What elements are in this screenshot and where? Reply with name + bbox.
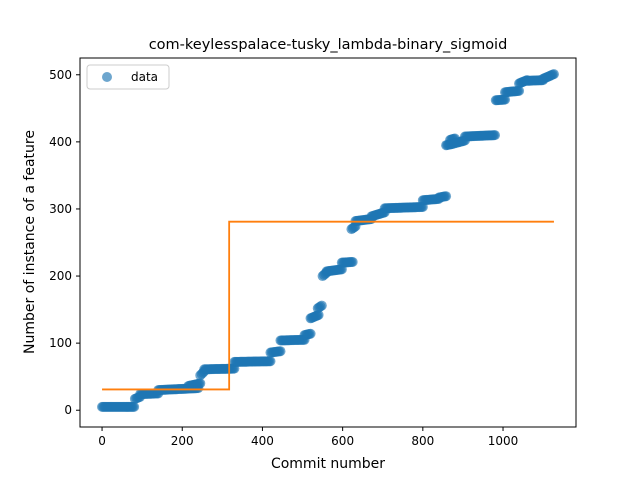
data-point: [441, 191, 452, 202]
data-point: [129, 401, 140, 412]
legend-box: [86, 64, 170, 90]
data-point: [305, 328, 316, 339]
data-point: [316, 300, 327, 311]
data-point: [500, 94, 511, 105]
x-axis-label: Commit number: [271, 456, 385, 472]
plot-area: [97, 69, 559, 412]
y-tick-label: 100: [49, 336, 72, 350]
y-tick-label: 500: [49, 68, 72, 82]
x-tick-label: 1000: [488, 434, 519, 448]
y-tick-label: 200: [49, 269, 72, 283]
data-point: [490, 130, 500, 141]
x-tick-label: 400: [251, 434, 274, 448]
x-tick-label: 800: [411, 434, 434, 448]
data-point: [195, 378, 206, 389]
axis-ticks: 0 200 400 600 800 1000 0 100 200 300 400 500: [49, 68, 518, 448]
data-point: [548, 69, 559, 80]
data-point: [265, 356, 276, 367]
fit-line: [102, 220, 554, 391]
x-tick-label: 0: [98, 434, 106, 448]
data-point: [514, 85, 525, 96]
legend-label-data: data: [131, 70, 158, 84]
legend-marker-data: [102, 72, 112, 82]
x-tick-label: 200: [171, 434, 194, 448]
axes-frame: [79, 57, 577, 428]
y-tick-label: 0: [64, 403, 72, 417]
data-point: [347, 256, 358, 267]
legend: data: [86, 64, 170, 90]
chart-title: com-keylesspalace-tusky_lambda-binary_si…: [149, 37, 508, 53]
data-point: [275, 346, 286, 357]
y-tick-label: 300: [49, 202, 72, 216]
y-axis-label: Number of instance of a feature: [22, 130, 38, 354]
y-tick-label: 400: [49, 135, 72, 149]
x-tick-label: 600: [331, 434, 354, 448]
